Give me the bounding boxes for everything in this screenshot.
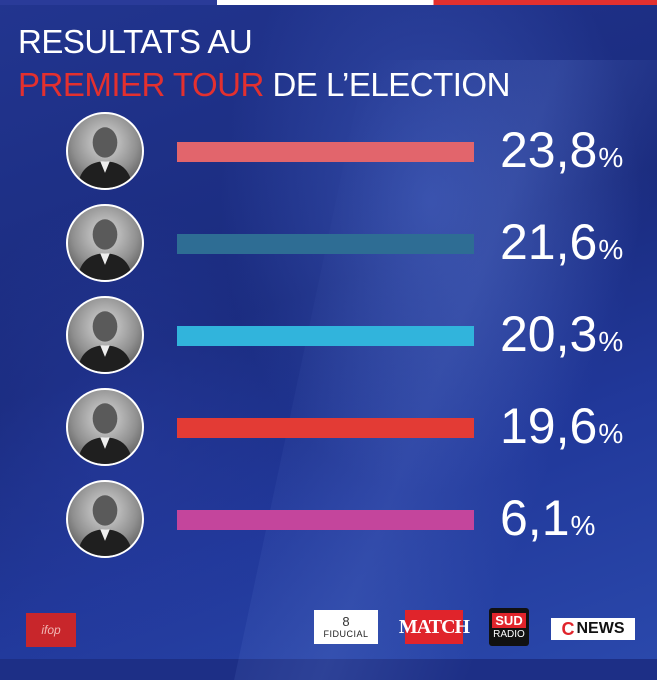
cnews-logo: C NEWS (551, 618, 635, 640)
title-line-2: PREMIER TOUR DE L’ELECTION (18, 63, 510, 106)
bar-track (177, 142, 474, 162)
radio-logo-text: RADIO (493, 628, 525, 640)
bar (177, 234, 474, 254)
result-row: 20,3% (0, 292, 657, 382)
data-label-unit: % (598, 234, 624, 265)
ifop-logo: ifop (26, 613, 76, 647)
fiducial-logo: 8 FIDUCIAL (314, 610, 378, 644)
data-label: 23,8% (500, 120, 623, 188)
result-row: 21,6% (0, 200, 657, 290)
match-logo: MATCH (399, 610, 470, 644)
bar-track (177, 234, 474, 254)
data-label-unit: % (598, 418, 624, 449)
result-row: 23,8% (0, 108, 657, 198)
title-rest: DE L’ELECTION (263, 66, 510, 103)
data-label-unit: % (598, 326, 624, 357)
data-label: 19,6% (500, 396, 623, 464)
page-title: RESULTATS AU PREMIER TOUR DE L’ELECTION (18, 20, 510, 106)
result-row: 19,6% (0, 384, 657, 474)
sud-logo-text: SUD (492, 612, 526, 628)
sud-radio-logo: SUD RADIO (489, 608, 529, 646)
title-line-1: RESULTATS AU (18, 23, 253, 60)
match-logo-text: MATCH (398, 615, 470, 638)
bar (177, 142, 474, 162)
fiducial-logo-text: FIDUCIAL (323, 629, 369, 639)
ifop-logo-text: ifop (41, 623, 61, 637)
bar (177, 510, 474, 530)
bar-track (177, 418, 474, 438)
data-label-value: 23,8 (500, 122, 598, 178)
data-label-value: 6,1 (500, 490, 570, 546)
data-label: 20,3% (500, 304, 623, 372)
data-label-unit: % (598, 142, 624, 173)
title-highlight: PREMIER TOUR (18, 66, 264, 103)
footer-logos: ifop 8 FIDUCIAL MATCH SUD RADIO C NEWS (0, 600, 657, 659)
bar (177, 418, 474, 438)
bar-track (177, 326, 474, 346)
portrait-icon (66, 296, 144, 374)
portrait-icon (66, 112, 144, 190)
data-label-value: 21,6 (500, 214, 598, 270)
data-label: 6,1% (500, 488, 595, 556)
top-stripe (0, 0, 657, 5)
bar-track (177, 510, 474, 530)
data-label-unit: % (570, 510, 596, 541)
data-label: 21,6% (500, 212, 623, 280)
fiducial-mark: 8 (342, 614, 350, 629)
portrait-icon (66, 480, 144, 558)
result-row: 6,1% (0, 476, 657, 566)
cnews-logo-text: NEWS (576, 620, 625, 637)
cnews-logo-c: C (561, 618, 575, 639)
portrait-icon (66, 204, 144, 282)
data-label-value: 20,3 (500, 306, 598, 362)
portrait-icon (66, 388, 144, 466)
data-label-value: 19,6 (500, 398, 598, 454)
bar (177, 326, 474, 346)
